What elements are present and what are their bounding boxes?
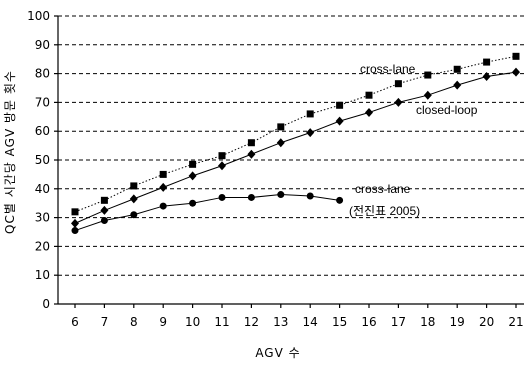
point-series-1 — [188, 171, 197, 181]
x-tick-label: 8 — [130, 315, 138, 329]
point-series-1 — [423, 90, 432, 100]
x-tick-label: 18 — [420, 315, 435, 329]
point-series-2 — [247, 193, 255, 201]
y-tick-label: 90 — [35, 38, 50, 52]
point-series-2 — [336, 196, 344, 204]
point-series-1 — [159, 182, 168, 192]
point-series-2 — [71, 227, 79, 235]
point-series-1 — [218, 161, 226, 171]
point-series-1 — [512, 67, 520, 77]
annotations: cross-lane closed-loop cross-lane (전진표 2… — [349, 62, 478, 218]
point-series-2 — [159, 202, 167, 210]
x-tick-label: 12 — [244, 315, 259, 329]
y-tick-label: 60 — [35, 124, 50, 138]
series-line-2 — [74, 194, 340, 232]
y-tick-label: 100 — [27, 9, 50, 23]
point-series-2 — [218, 193, 226, 201]
x-tick-label: 16 — [361, 315, 376, 329]
y-tick-labels: 0 10 20 30 40 50 60 70 80 90 100 — [27, 9, 50, 311]
x-tick-label: 15 — [332, 315, 347, 329]
point-series-0 — [159, 170, 167, 178]
x-tick-label: 17 — [391, 315, 406, 329]
series-1 — [71, 67, 520, 228]
point-series-0 — [189, 160, 197, 168]
x-tick-label: 19 — [450, 315, 465, 329]
point-series-0 — [453, 65, 461, 73]
series-line-1 — [74, 71, 517, 224]
point-series-0 — [394, 80, 402, 88]
x-tick-label: 14 — [303, 315, 318, 329]
series-0 — [71, 52, 520, 216]
x-tick-label: 21 — [508, 315, 523, 329]
point-series-1 — [365, 107, 373, 117]
point-series-0 — [336, 101, 344, 109]
point-series-0 — [277, 123, 285, 131]
point-series-0 — [365, 91, 373, 99]
y-tick-label: 30 — [35, 211, 50, 225]
point-series-0 — [100, 196, 108, 204]
point-series-1 — [247, 149, 256, 159]
x-axis-title: AGV 수 — [255, 346, 300, 360]
x-tick-label: 6 — [71, 315, 79, 329]
x-tick-label: 10 — [185, 315, 200, 329]
y-tick-label: 40 — [35, 182, 50, 196]
point-series-1 — [276, 138, 285, 148]
point-series-0 — [483, 58, 491, 66]
point-series-1 — [482, 71, 491, 81]
annotation-cross-lane-lower-source: (전진표 2005) — [349, 204, 420, 218]
y-axis-title: QC별 시간당 AGV 방문 횟수 — [3, 70, 17, 234]
point-series-1 — [129, 194, 138, 204]
y-tick-label: 70 — [35, 95, 50, 109]
series — [71, 52, 520, 235]
x-tick-label: 13 — [273, 315, 288, 329]
point-series-1 — [335, 116, 344, 126]
point-series-1 — [306, 128, 315, 138]
y-tick-label: 0 — [42, 297, 50, 311]
point-series-0 — [247, 139, 255, 147]
x-tick-labels: 6 7 8 9 10 11 12 13 14 15 16 17 18 19 20 21 — [71, 315, 523, 329]
point-series-1 — [71, 218, 79, 228]
y-tick-label: 80 — [35, 67, 50, 81]
annotation-closed-loop: closed-loop — [416, 103, 478, 117]
point-series-2 — [189, 199, 197, 207]
grid-lines — [58, 15, 524, 276]
y-tick-label: 50 — [35, 153, 50, 167]
point-series-2 — [306, 192, 314, 200]
annotation-cross-lane-upper: cross-lane — [360, 62, 416, 76]
x-tick-label: 7 — [101, 315, 109, 329]
point-series-1 — [100, 205, 109, 215]
series-2 — [71, 191, 344, 235]
axes — [54, 15, 524, 308]
point-series-1 — [453, 80, 462, 90]
point-series-0 — [130, 182, 138, 190]
point-series-2 — [130, 211, 138, 219]
point-series-0 — [306, 110, 314, 118]
annotation-cross-lane-lower: cross-lane — [355, 182, 411, 196]
point-series-2 — [277, 191, 285, 199]
y-tick-label: 10 — [35, 268, 50, 282]
point-series-0 — [71, 208, 79, 216]
x-tick-label: 11 — [214, 315, 229, 329]
y-tick-label: 20 — [35, 239, 50, 253]
series-line-0 — [74, 55, 517, 213]
point-series-0 — [218, 152, 226, 160]
point-series-0 — [512, 52, 520, 60]
point-series-0 — [424, 71, 432, 79]
point-series-2 — [100, 216, 108, 224]
x-tick-label: 9 — [159, 315, 167, 329]
point-series-1 — [394, 97, 403, 107]
x-tick-label: 20 — [479, 315, 494, 329]
